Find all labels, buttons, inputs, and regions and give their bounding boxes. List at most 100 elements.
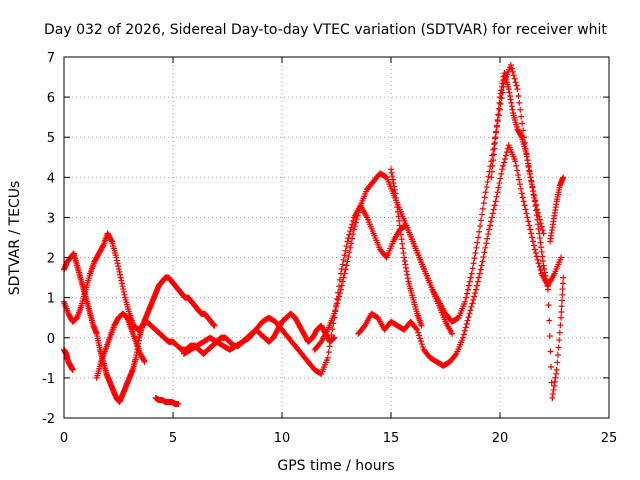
data-point-marker — [356, 205, 363, 212]
data-point-marker — [496, 99, 503, 106]
data-point-marker — [393, 199, 400, 206]
data-point-marker — [490, 206, 497, 213]
data-point-marker — [498, 87, 505, 94]
data-point-marker — [508, 65, 515, 72]
data-point-marker — [141, 357, 148, 364]
x-tick-label: 5 — [169, 431, 177, 446]
y-tick-label: 7 — [47, 51, 55, 66]
data-point-marker — [404, 271, 411, 278]
data-point-marker — [396, 217, 403, 224]
y-tick-label: -2 — [42, 412, 55, 427]
data-point-marker — [338, 282, 345, 289]
data-point-marker — [325, 349, 332, 356]
data-point-marker — [497, 94, 503, 101]
data-point-marker — [345, 253, 352, 260]
y-tick-label: -1 — [42, 372, 55, 387]
data-point-marker — [498, 83, 505, 90]
data-point-marker — [479, 258, 486, 265]
data-point-marker — [397, 227, 404, 234]
data-point-marker — [546, 333, 553, 340]
data-point-marker — [464, 317, 471, 324]
data-point-marker — [481, 194, 488, 201]
data-point-marker — [514, 167, 521, 174]
data-point-marker — [551, 378, 558, 385]
data-point-marker — [530, 188, 537, 195]
data-point-marker — [331, 334, 338, 341]
data-point-marker — [541, 269, 548, 276]
data-point-marker — [463, 321, 470, 328]
data-points — [61, 62, 567, 407]
data-point-marker — [347, 244, 354, 251]
data-point-marker — [401, 254, 408, 261]
data-point-marker — [533, 201, 540, 208]
data-point-marker — [522, 206, 529, 213]
data-point-marker — [487, 222, 494, 229]
data-point-marker — [558, 297, 565, 304]
data-point-marker — [141, 358, 148, 365]
data-point-marker — [115, 266, 122, 273]
data-point-marker — [328, 331, 335, 338]
data-point-marker — [512, 79, 519, 86]
data-point-marker — [394, 204, 401, 211]
data-point-marker — [469, 265, 476, 272]
data-point-marker — [419, 343, 426, 350]
y-tick-label: 5 — [47, 131, 55, 146]
data-point-marker — [492, 134, 499, 141]
data-point-marker — [556, 337, 563, 344]
data-point-marker — [495, 184, 502, 191]
chart-title: Day 032 of 2026, Sidereal Day-to-day VTE… — [44, 22, 607, 38]
data-point-marker — [471, 293, 478, 300]
data-point-marker — [483, 184, 490, 191]
data-point-marker — [555, 344, 562, 351]
data-point-marker — [333, 303, 340, 310]
data-point-marker — [489, 162, 496, 169]
data-point-marker — [517, 106, 524, 113]
data-point-marker — [471, 255, 478, 262]
data-point-marker — [466, 310, 473, 317]
data-point-marker — [497, 175, 504, 182]
data-point-marker — [474, 278, 481, 285]
data-point-marker — [531, 246, 538, 253]
data-point-marker — [335, 296, 342, 303]
data-point-marker — [533, 207, 540, 214]
data-point-marker — [513, 82, 520, 89]
data-point-marker — [452, 351, 459, 358]
data-point-marker — [507, 62, 514, 69]
data-point-marker — [521, 202, 528, 209]
data-point-marker — [558, 314, 565, 321]
data-point-marker — [556, 329, 563, 336]
data-point-marker — [351, 223, 358, 230]
data-point-marker — [516, 99, 523, 106]
data-point-marker — [525, 160, 532, 167]
data-point-marker — [485, 231, 492, 238]
data-point-marker — [415, 329, 422, 336]
data-point-marker — [490, 157, 497, 164]
data-point-marker — [416, 332, 423, 339]
data-point-marker — [511, 75, 518, 82]
data-point-marker — [353, 216, 360, 223]
data-point-marker — [402, 264, 409, 271]
data-point-marker — [506, 92, 513, 99]
data-point-marker — [463, 294, 470, 301]
data-point-marker — [478, 217, 485, 224]
data-point-marker — [468, 270, 475, 277]
data-point-marker — [527, 174, 534, 181]
data-point-marker — [464, 286, 471, 293]
data-point-marker — [540, 262, 547, 269]
data-point-marker — [531, 198, 538, 205]
data-point-marker — [520, 198, 527, 205]
data-point-marker — [121, 291, 128, 298]
data-point-marker — [534, 206, 541, 213]
data-point-marker — [545, 302, 552, 309]
data-point-marker — [524, 214, 531, 221]
data-point-marker — [392, 194, 399, 201]
data-point-marker — [117, 274, 124, 281]
data-point-marker — [496, 106, 503, 113]
data-point-marker — [492, 139, 499, 146]
data-point-marker — [476, 228, 483, 235]
data-point-marker — [416, 335, 423, 342]
data-point-marker — [478, 211, 485, 218]
data-point-marker — [551, 382, 558, 389]
data-point-marker — [537, 239, 544, 246]
data-point-marker — [467, 274, 474, 281]
